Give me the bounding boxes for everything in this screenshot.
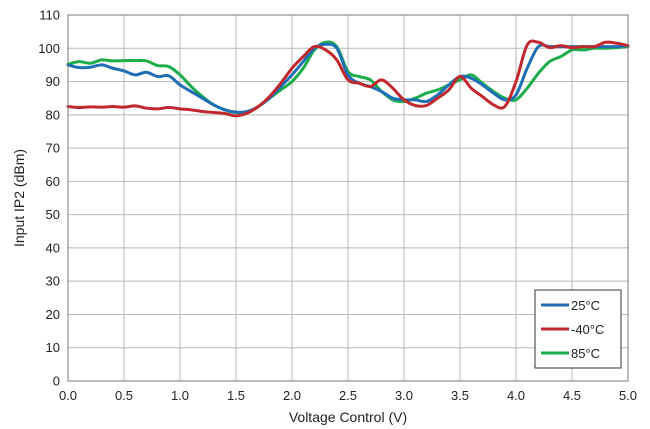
series-line-0 [66, 42, 630, 114]
y-tick-label: 20 [46, 307, 60, 322]
y-tick-label: 110 [39, 8, 60, 23]
x-tick-label: 4.5 [563, 388, 581, 403]
y-axis-title: Input IP2 (dBm) [11, 149, 27, 247]
y-tick-label: 0 [53, 374, 60, 389]
legend: 25°C -40°C 85°C [534, 289, 622, 369]
y-tick-labels: 0 10 20 30 40 50 60 70 80 90 100 110 [38, 8, 60, 389]
legend-label: 85°C [571, 346, 600, 361]
y-tick-label: 10 [46, 340, 60, 355]
series-line-2 [66, 40, 630, 115]
x-tick-label: 2.5 [339, 388, 357, 403]
x-tick-label: 1.5 [227, 388, 245, 403]
y-tick-label: 30 [46, 274, 60, 289]
x-tick-label: 0.0 [59, 388, 77, 403]
x-axis-title: Voltage Control (V) [289, 409, 407, 425]
y-tick-label: 60 [46, 174, 60, 189]
legend-label: -40°C [571, 322, 604, 337]
y-tick-label: 50 [46, 207, 60, 222]
x-tick-label: 3.0 [395, 388, 413, 403]
y-tick-label: 70 [46, 141, 60, 156]
x-tick-labels: 0.0 0.5 1.0 1.5 2.0 2.5 3.0 3.5 4.0 4.5 5.0 [59, 388, 637, 403]
y-tick-label: 80 [46, 107, 60, 122]
y-tick-label: 90 [46, 74, 60, 89]
y-tick-label: 100 [38, 41, 60, 56]
x-tick-label: 2.0 [283, 388, 301, 403]
x-tick-label: 0.5 [115, 388, 133, 403]
x-tick-label: 1.0 [171, 388, 189, 403]
series-line-1 [66, 39, 630, 118]
legend-label: 25°C [571, 298, 600, 313]
x-tick-label: 4.0 [507, 388, 525, 403]
series-lines [66, 39, 630, 118]
x-tick-label: 3.5 [451, 388, 469, 403]
plot-frame [67, 14, 629, 382]
x-tick-label: 5.0 [619, 388, 637, 403]
y-tick-label: 40 [46, 240, 60, 255]
